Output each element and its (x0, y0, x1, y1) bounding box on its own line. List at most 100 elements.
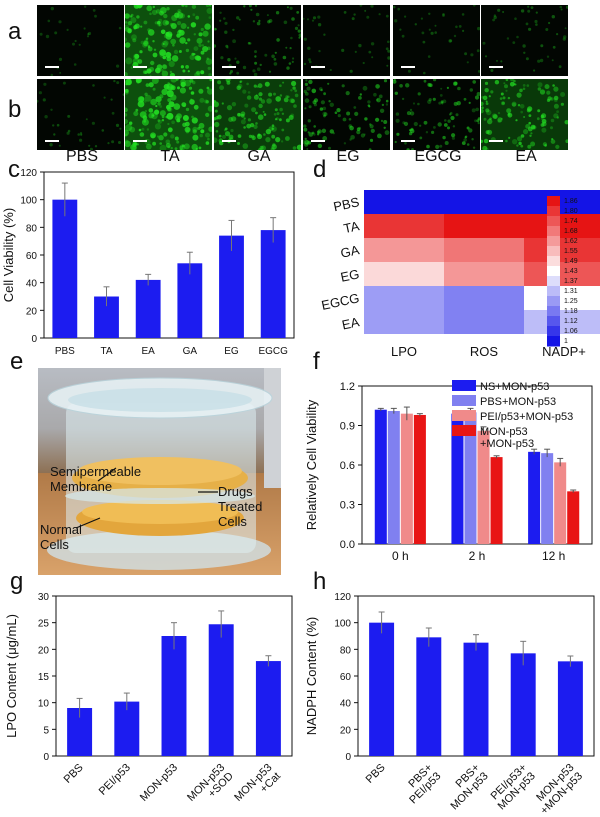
plot-frame (43, 171, 295, 339)
legend-label: NS+MON-p53 (480, 381, 549, 393)
colorbar-tick-label: 1.74 (564, 218, 578, 225)
colorbar-segment (547, 206, 560, 217)
micrograph-b-ta (125, 79, 212, 150)
label-semipermeable-membrane: Semipermeable Membrane (50, 464, 142, 494)
scale-bar (311, 140, 325, 142)
heatmap-cell (524, 238, 600, 262)
arrow-normal-cells (75, 517, 101, 529)
bar (114, 701, 140, 756)
bar (463, 642, 489, 756)
bar (413, 414, 426, 544)
heatmap-row-label: EG (339, 266, 361, 285)
legend-swatch (452, 380, 476, 391)
bar (490, 457, 503, 544)
colorbar-tick-label: 1.12 (564, 318, 578, 325)
bar (416, 637, 442, 756)
colorbar-segment (547, 196, 560, 207)
y-tick-label: 40 (26, 279, 38, 290)
heatmap-column-label: NADP+/NADPH (539, 344, 588, 360)
colorbar-segment (547, 246, 560, 257)
bar (260, 230, 286, 338)
y-tick-label: 0.9 (340, 421, 355, 433)
colorbar-tick-label: 1.25 (564, 298, 578, 305)
x-tick-label: MON-p53+Cat (232, 762, 283, 813)
bar (255, 661, 281, 756)
y-tick-label: 5 (43, 725, 49, 736)
bar (510, 653, 536, 756)
colorbar-tick-label: 1.68 (564, 228, 578, 235)
y-tick-label: 20 (340, 725, 352, 736)
bar (374, 409, 387, 544)
micrograph-a-eg (303, 5, 390, 76)
heatmap-cell (524, 190, 600, 214)
colorbar-tick-label: 1.62 (564, 238, 578, 245)
colorbar-segment (547, 296, 560, 307)
legend-label: PEI/p53+MON-p53 (480, 411, 573, 423)
bar (387, 411, 400, 544)
bar (219, 235, 244, 338)
colorbar-segment (547, 216, 560, 227)
colorbar-tick-label: 1 (564, 338, 568, 345)
colorbar-segment (547, 226, 560, 237)
y-tick-label: 40 (340, 699, 352, 710)
heatmap-cell (364, 310, 444, 334)
y-tick-label: 0 (31, 334, 37, 345)
scale-bar (133, 66, 147, 68)
colorbar-segment (547, 336, 560, 347)
y-axis-label: Relatively Cell Viability (304, 399, 319, 530)
y-tick-label: 120 (334, 592, 351, 603)
x-tick-label: PBS+MON-p53 (440, 762, 491, 813)
heatmap-cell (524, 286, 600, 310)
scale-bar (489, 140, 503, 142)
panel-label-d: d (313, 156, 327, 183)
colorbar-tick-label: 1.06 (564, 328, 578, 335)
x-tick-label: 0 h (392, 549, 409, 563)
bar (451, 413, 464, 544)
colorbar-segment (547, 286, 560, 297)
y-tick-label: 30 (38, 592, 50, 603)
y-tick-label: 60 (340, 672, 352, 683)
scale-bar (401, 140, 415, 142)
chart-lpo-content: 0 5 10 15 20 25 30 LPO Content (μg/mL) PBS PEI/p5… (4, 592, 293, 813)
scale-bar (401, 66, 415, 68)
heatmap-cell (444, 190, 524, 214)
bar (541, 453, 554, 544)
scale-bar (311, 66, 325, 68)
colorbar-segment (547, 326, 560, 337)
bar (208, 624, 234, 756)
x-tick-label: PBS (62, 762, 86, 786)
colorbar-tick-label: 1.43 (564, 268, 578, 275)
heatmap-cell (444, 286, 524, 310)
heatmap-column-label: LPO (391, 344, 417, 359)
micrograph-a-egcg (393, 5, 480, 76)
colorbar-segment (547, 276, 560, 287)
x-tick-label: MON-p53 (138, 762, 180, 804)
device-illustration (38, 368, 281, 575)
panel-label-h: h (313, 568, 327, 595)
legend-swatch (452, 425, 476, 436)
bar (477, 430, 490, 544)
micrograph-a-ea (481, 5, 568, 76)
bar (400, 413, 413, 544)
y-tick-label: 60 (26, 251, 38, 262)
scale-bar (45, 140, 59, 142)
colorbar-segment (547, 236, 560, 247)
x-tick-label: PEI/p53+MON-p53 (487, 762, 538, 813)
bar (177, 263, 203, 338)
panel-label-e: e (10, 348, 24, 375)
x-tick-label: EGCG (258, 346, 288, 357)
heatmap-row-label: EGCG (320, 290, 361, 313)
heatmap-cell (364, 214, 444, 238)
y-tick-label: 0 (43, 752, 49, 763)
column-label-ea: EA (515, 148, 537, 165)
micrograph-b-ea (481, 79, 568, 150)
column-label-pbs: PBS (65, 148, 98, 165)
y-tick-label: 1.2 (340, 381, 355, 393)
panel-label-g: g (10, 568, 24, 595)
heatmap-cell (364, 262, 444, 286)
column-label-egcg: EGCG (414, 148, 462, 165)
x-tick-label: PBS (55, 346, 75, 357)
y-axis-label: LPO Content (μg/mL) (4, 614, 19, 738)
chart-nadph-content: 0 20 40 60 80 100 120 NADPH Content (%) PBS PBS+P… (304, 592, 595, 817)
